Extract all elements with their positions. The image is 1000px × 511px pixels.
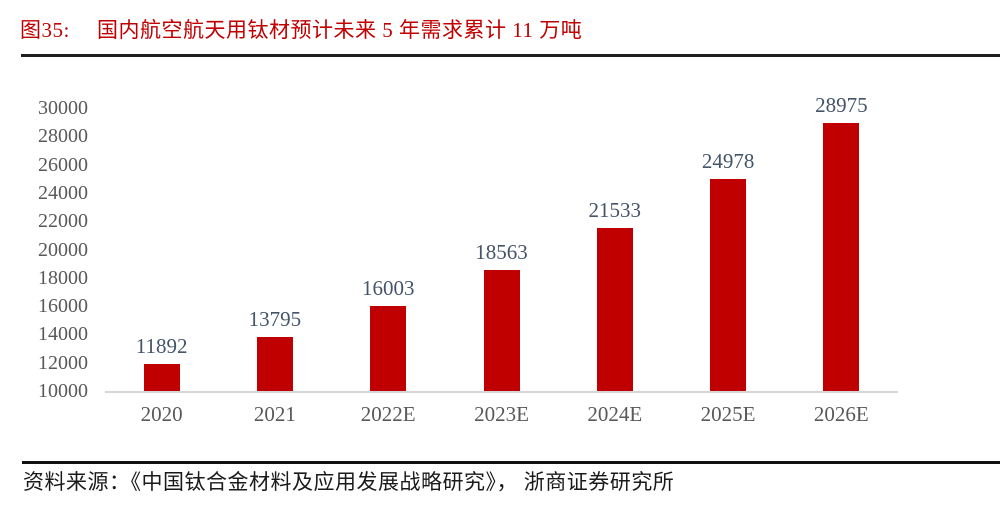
x-axis-tick-label: 2023E: [474, 402, 529, 426]
bar: [143, 364, 180, 391]
source-divider-rule: [22, 461, 1000, 464]
bar-value-label: 11892: [135, 334, 188, 359]
bar: [710, 179, 747, 391]
x-axis-tick-label: 2021: [253, 402, 296, 426]
y-axis-tick-label: 20000: [38, 238, 88, 261]
y-axis-tick-label: 10000: [38, 380, 88, 402]
x-axis-tick-label: 2026E: [813, 402, 869, 426]
bar: [823, 122, 860, 391]
bar-value-label: 18563: [475, 239, 528, 264]
bar-chart: 10000 12000 14000 16000 18000 20000 22000 24000…: [38, 92, 898, 426]
bar-value-label: 21533: [588, 197, 642, 222]
bar: [483, 269, 520, 391]
bar-value-label: 16003: [361, 276, 415, 301]
bar: [596, 227, 633, 391]
bar: [370, 306, 407, 391]
x-axis-tick-label: 2024E: [587, 402, 643, 426]
x-axis-tick-label: 2025E: [700, 402, 756, 426]
title-divider-rule: [21, 54, 1000, 57]
figure-number-label: 图35:: [20, 18, 70, 42]
x-axis-tick-label: 2020: [140, 402, 183, 426]
y-axis-tick-label: 26000: [38, 153, 88, 176]
y-axis-tick-label: 14000: [38, 323, 88, 346]
y-axis-tick-label: 30000: [38, 97, 88, 119]
y-axis-tick-label: 12000: [38, 351, 88, 374]
y-axis-tick-label: 22000: [38, 210, 88, 233]
bar-value-label: 13795: [248, 307, 302, 332]
y-axis-tick-label: 18000: [38, 266, 88, 289]
x-axis-baseline: [105, 391, 898, 393]
x-axis-tick-label: 2022E: [360, 402, 416, 426]
y-axis-tick-label: 16000: [38, 295, 88, 318]
bar-value-label: 28975: [815, 92, 868, 117]
figure-title: 国内航空航天用钛材预计未来 5 年需求累计 11 万吨: [97, 18, 583, 42]
source-text: 资料来源：《中国钛合金材料及应用发展战略研究》， 浙商证券研究所: [23, 470, 675, 494]
y-axis-tick-label: 24000: [38, 181, 88, 204]
y-axis-tick-label: 28000: [38, 125, 88, 148]
bar-value-label: 24978: [701, 149, 755, 174]
bar: [256, 337, 293, 391]
